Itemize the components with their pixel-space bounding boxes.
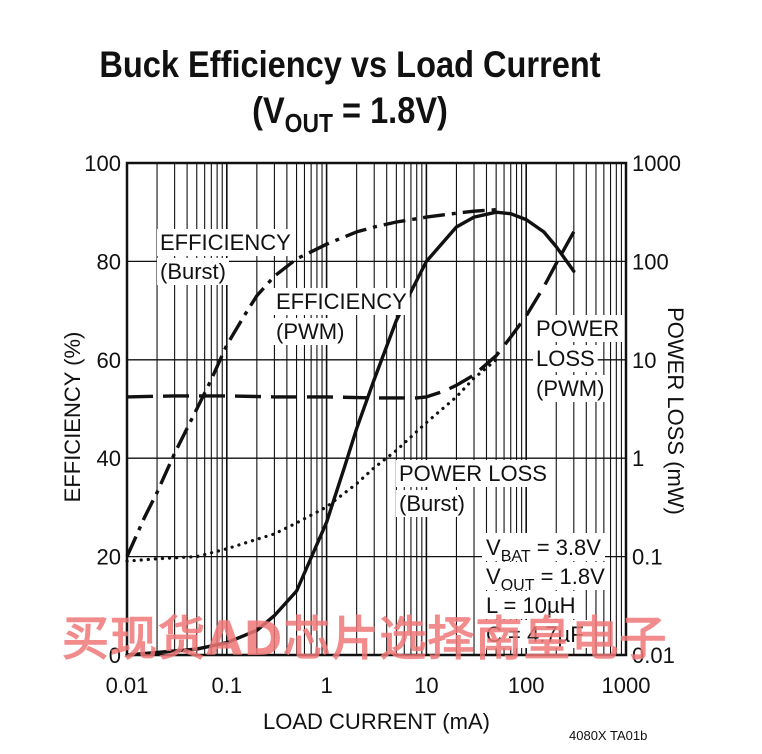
condition-background	[482, 562, 609, 590]
y-axis-right-label: POWER LOSS (mW)	[663, 307, 688, 515]
y-right-tick-label: 1000	[632, 151, 681, 176]
plot-frame	[125, 161, 628, 657]
y-left-tick-label: 80	[97, 249, 121, 274]
condition-line: VOUT = 1.8V	[486, 564, 605, 594]
condition-line: C = 4.7µF	[486, 622, 584, 647]
condition-line: VBAT = 3.8V	[486, 535, 601, 565]
annotation-eff-burst-2: (Burst)	[160, 259, 226, 284]
annotation-eff-burst-1: EFFICIENCY	[160, 230, 291, 255]
annotation-background	[273, 318, 348, 345]
annotations: EFFICIENCY (Burst) EFFICIENCY (PWM) POWER LOS…	[157, 229, 623, 648]
y-right-tick-label: 1	[632, 446, 644, 471]
x-axis-label: LOAD CURRENT (mA)	[263, 709, 490, 734]
y-left-tick-label: 60	[97, 348, 121, 373]
y-axis-left-label: EFFICIENCY (%)	[60, 332, 85, 503]
chart-title: Buck Efficiency vs Load Current	[99, 44, 601, 85]
annotation-background	[396, 460, 550, 487]
series-line-2	[125, 210, 576, 657]
y-right-tick-label: 0.1	[632, 545, 663, 570]
condition-background	[482, 533, 605, 561]
chart-subtitle: (VOUT = 1.8V)	[42, 90, 658, 139]
series-line-3	[126, 230, 576, 400]
y-right-tick-label: 100	[632, 249, 669, 274]
subtitle-subscript: OUT	[284, 108, 333, 139]
annotation-background	[533, 315, 623, 342]
y-left-tick-label: 0	[109, 643, 121, 668]
tick-labels: 0.01 0.1 1 10 100 1000 0 20 40 60 80 100 0.01 0.1 1 10 1…	[84, 151, 681, 698]
x-tick-label: 10	[414, 673, 438, 698]
x-tick-label: 0.01	[106, 673, 149, 698]
annotation-pl-pwm-3: (PWM)	[536, 376, 604, 401]
annotation-background	[533, 345, 598, 372]
x-tick-label: 0.1	[212, 673, 243, 698]
condition-background	[482, 620, 588, 648]
y-left-tick-label: 20	[97, 545, 121, 570]
watermark-text: 买现货AD芯片选择南皇电子	[62, 612, 668, 667]
annotation-pl-pwm-2: LOSS	[536, 346, 595, 371]
annotation-background	[396, 490, 468, 517]
annotation-eff-pwm-2: (PWM)	[276, 319, 344, 344]
annotation-background	[533, 375, 608, 402]
y-left-tick-label: 40	[97, 446, 121, 471]
x-tick-label: 1	[320, 673, 332, 698]
figure-id: 4080X TA01b	[569, 728, 648, 743]
subtitle-prefix: (V	[252, 90, 285, 131]
y-right-tick-label: 0.01	[632, 643, 675, 668]
annotation-pl-burst-2: (Burst)	[399, 491, 465, 516]
annotation-pl-pwm-1: POWER	[536, 316, 619, 341]
x-tick-label: 100	[508, 673, 545, 698]
y-left-tick-label: 100	[84, 151, 121, 176]
annotation-background	[157, 229, 294, 256]
annotation-background	[157, 258, 229, 285]
annotation-pl-burst-1: POWER LOSS	[399, 461, 547, 486]
condition-background	[482, 591, 580, 619]
subtitle-suffix: = 1.8V)	[332, 90, 448, 131]
y-right-tick-label: 10	[632, 348, 656, 373]
annotation-background	[273, 288, 410, 315]
series-line-1	[125, 208, 497, 558]
x-tick-label: 1000	[602, 673, 651, 698]
annotation-eff-pwm-1: EFFICIENCY	[276, 289, 407, 314]
condition-line: L = 10µH	[486, 593, 576, 618]
series-group	[125, 208, 576, 657]
